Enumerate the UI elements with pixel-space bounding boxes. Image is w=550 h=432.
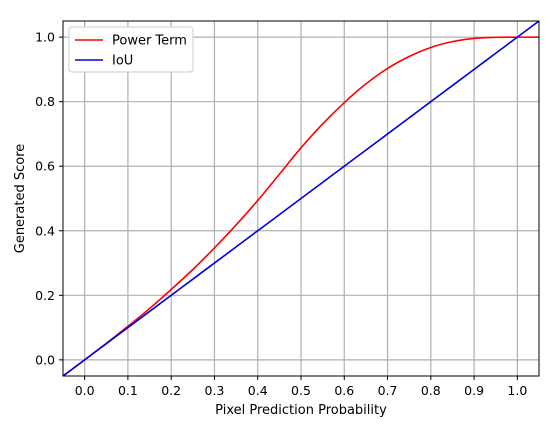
x-tick-label: 0.8	[421, 383, 441, 398]
x-tick-label: 0.4	[248, 383, 268, 398]
y-tick-label: 0.0	[35, 352, 55, 367]
legend: Power Term IoU	[68, 26, 194, 73]
y-tick-label: 1.0	[35, 30, 55, 45]
series-line-power-term	[63, 36, 539, 376]
y-axis-title: Generated Score	[13, 144, 28, 254]
ticks: 0.0 0.1 0.2 0.3 0.4 0.5 0.6 0.7 0.8 0.9 1.0 0.0 0.2 0…	[35, 30, 527, 398]
grid	[63, 21, 539, 376]
series-line-iou	[63, 21, 539, 376]
x-tick-label: 0.0	[75, 383, 95, 398]
x-tick-label: 0.6	[334, 383, 354, 398]
series-lines	[63, 21, 539, 376]
y-tick-label: 0.2	[35, 288, 55, 303]
y-tick-label: 0.8	[35, 94, 55, 109]
x-tick-label: 0.5	[291, 383, 311, 398]
x-tick-label: 0.2	[161, 383, 181, 398]
legend-label-iou: IoU	[112, 54, 133, 69]
x-tick-label: 0.3	[205, 383, 225, 398]
x-tick-label: 0.1	[118, 383, 138, 398]
x-axis-title: Pixel Prediction Probability	[215, 403, 387, 418]
y-tick-label: 0.6	[35, 159, 55, 174]
x-tick-label: 1.0	[507, 383, 527, 398]
y-tick-label: 0.4	[35, 223, 55, 238]
x-tick-label: 0.7	[378, 383, 398, 398]
x-tick-label: 0.9	[464, 383, 484, 398]
legend-label-power-term: Power Term	[112, 34, 187, 49]
